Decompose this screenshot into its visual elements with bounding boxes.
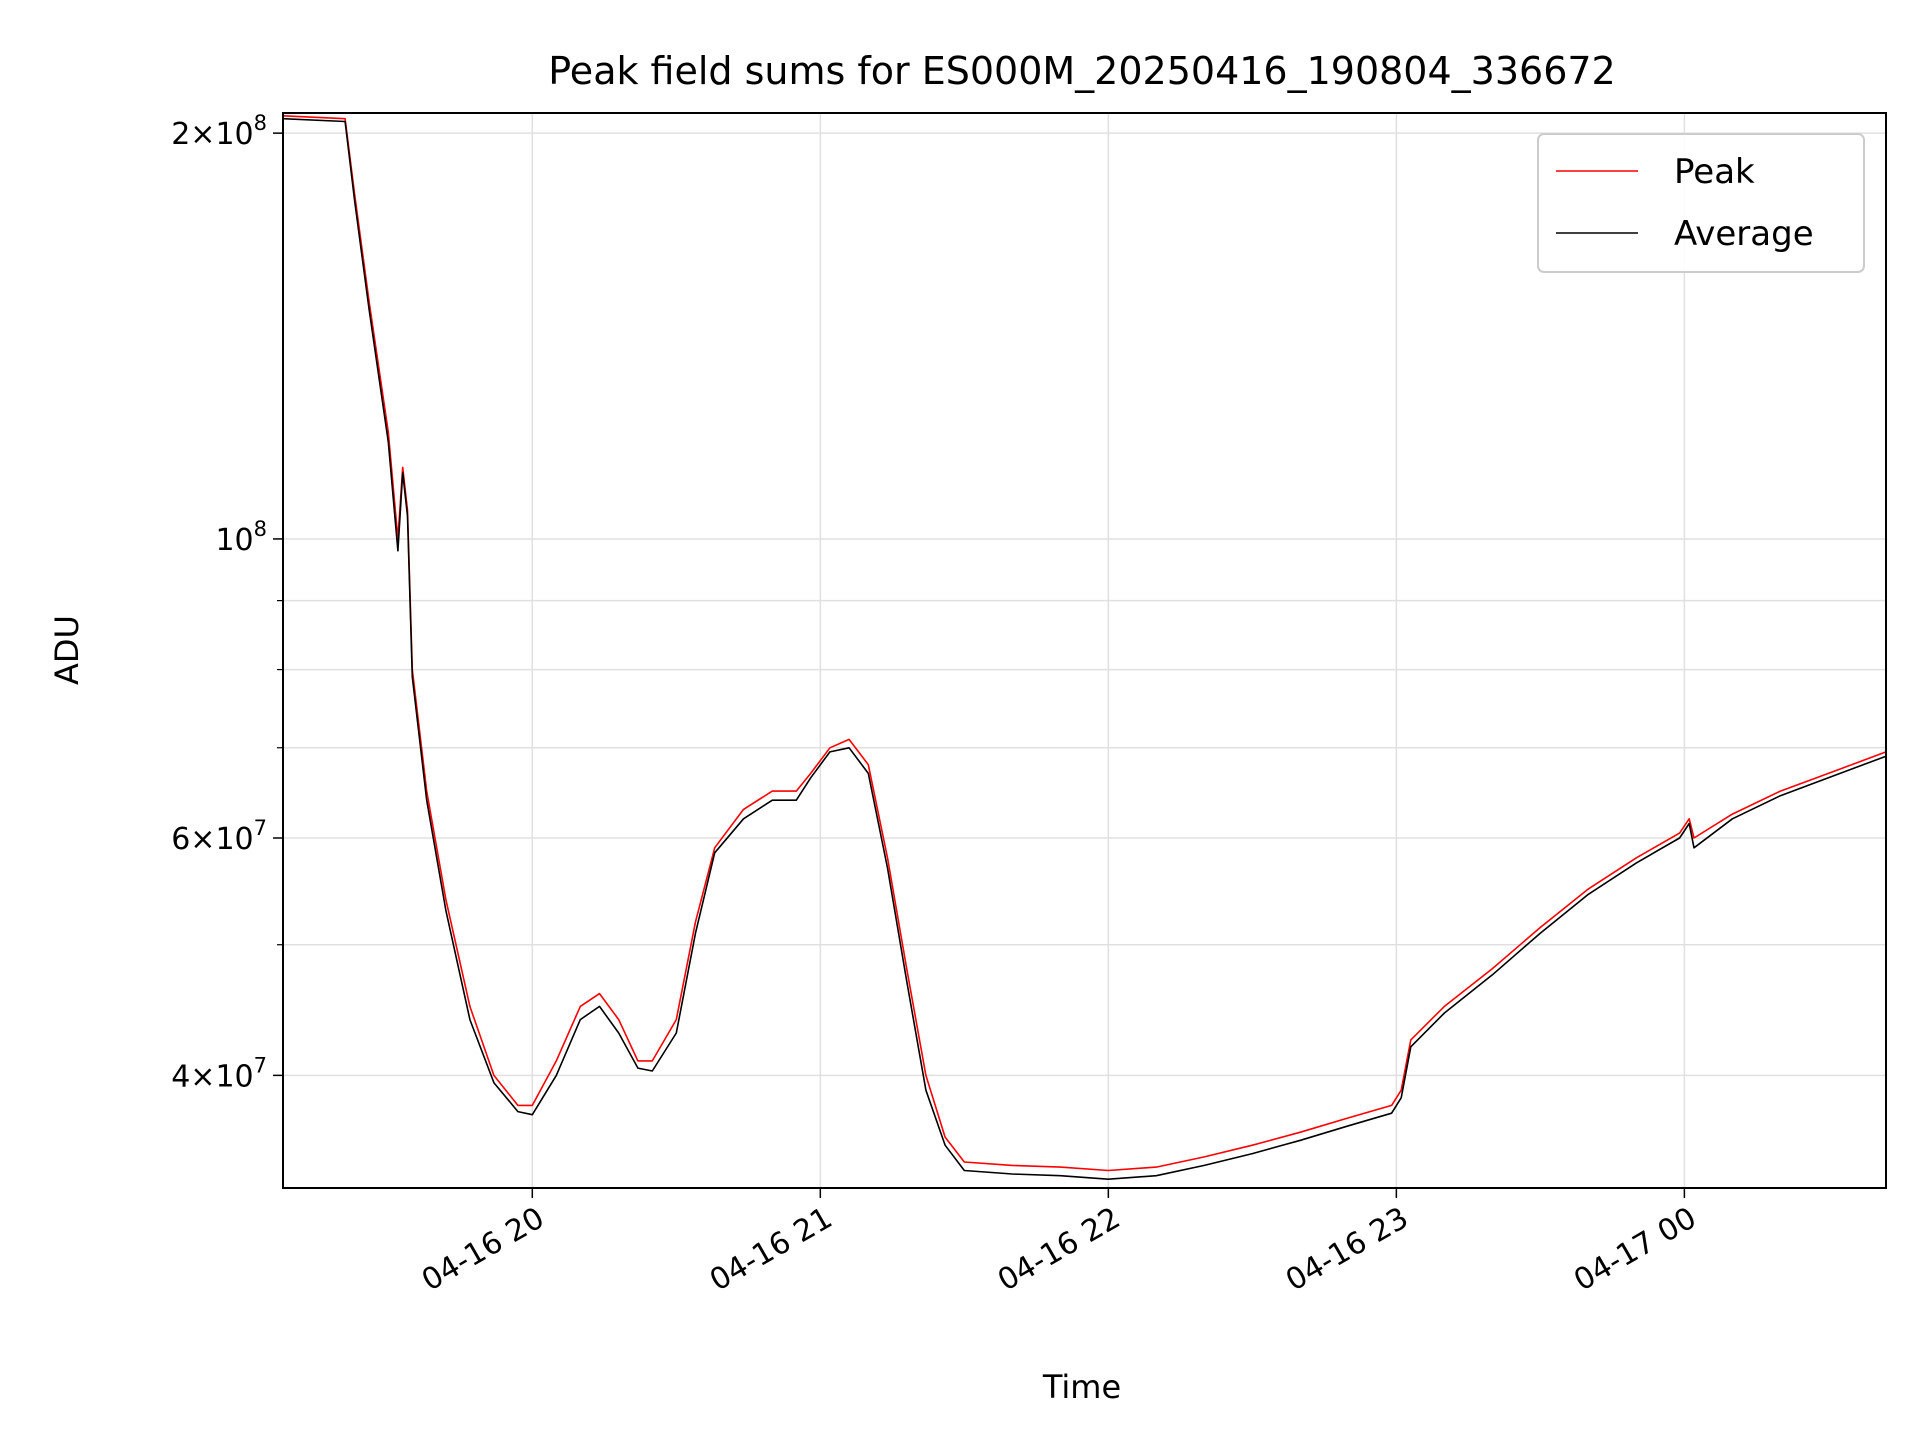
grid — [283, 113, 1886, 1188]
y-tick-label: 2×108 — [171, 111, 267, 152]
legend: Peak Average — [1537, 133, 1865, 273]
legend-label-peak: Peak — [1674, 152, 1755, 192]
y-tick-label: 4×107 — [171, 1053, 267, 1094]
series-line-average — [282, 117, 1887, 1180]
x-axis-title: Time — [1042, 1368, 1121, 1406]
y-axis-title: ADU — [48, 615, 86, 685]
plot-frame — [282, 112, 1887, 1189]
y-tick-label: 6×107 — [171, 816, 267, 857]
y-axis: 4×107 6×107 108 2×108 — [171, 111, 283, 1094]
y-tick-label: 108 — [215, 517, 267, 558]
chart-title: Peak field sums for ES000M_20250416_1908… — [548, 49, 1615, 93]
series-line-peak — [282, 115, 1887, 1172]
plot-area — [282, 115, 1887, 1180]
legend-label-average: Average — [1674, 214, 1814, 254]
legend-box — [1537, 133, 1865, 273]
